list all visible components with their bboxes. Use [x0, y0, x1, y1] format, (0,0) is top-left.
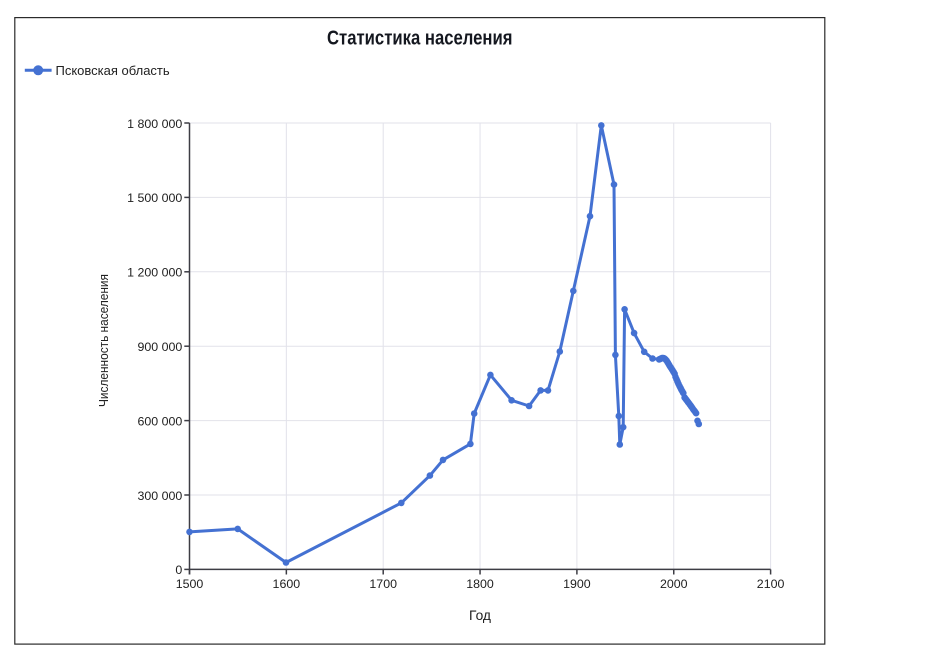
svg-text:Статистика населения: Статистика населения — [327, 26, 513, 49]
svg-text:Год: Год — [469, 608, 491, 623]
svg-text:2100: 2100 — [757, 577, 785, 591]
svg-text:1 500 000: 1 500 000 — [127, 191, 182, 205]
svg-text:300 000: 300 000 — [138, 489, 183, 503]
svg-text:Численность населения: Численность населения — [96, 274, 111, 407]
svg-text:0: 0 — [175, 563, 182, 577]
svg-text:900 000: 900 000 — [138, 340, 183, 354]
svg-text:2000: 2000 — [660, 577, 688, 591]
svg-text:1600: 1600 — [273, 577, 301, 591]
svg-text:1500: 1500 — [176, 577, 204, 591]
svg-text:Псковская область: Псковская область — [56, 63, 170, 78]
svg-text:1 800 000: 1 800 000 — [127, 117, 182, 131]
svg-text:1 200 000: 1 200 000 — [127, 266, 182, 280]
svg-text:1700: 1700 — [369, 577, 397, 591]
svg-text:1900: 1900 — [563, 577, 591, 591]
svg-text:1800: 1800 — [466, 577, 494, 591]
svg-text:600 000: 600 000 — [138, 414, 183, 428]
